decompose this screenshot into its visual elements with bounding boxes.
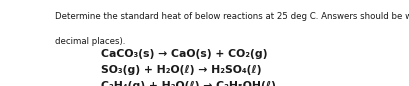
Text: Determine the standard heat of below reactions at 25 deg C. Answers should be wh: Determine the standard heat of below rea…: [55, 12, 409, 21]
Text: SO₃(g) + H₂O(ℓ) → H₂SO₄(ℓ): SO₃(g) + H₂O(ℓ) → H₂SO₄(ℓ): [100, 65, 261, 75]
Text: decimal places).: decimal places).: [55, 37, 125, 46]
Text: C₂H₄(g) + H₂O(ℓ) → C₂H₅OH(ℓ): C₂H₄(g) + H₂O(ℓ) → C₂H₅OH(ℓ): [100, 80, 275, 86]
Text: CaCO₃(s) → CaO(s) + CO₂(g): CaCO₃(s) → CaO(s) + CO₂(g): [100, 49, 266, 59]
